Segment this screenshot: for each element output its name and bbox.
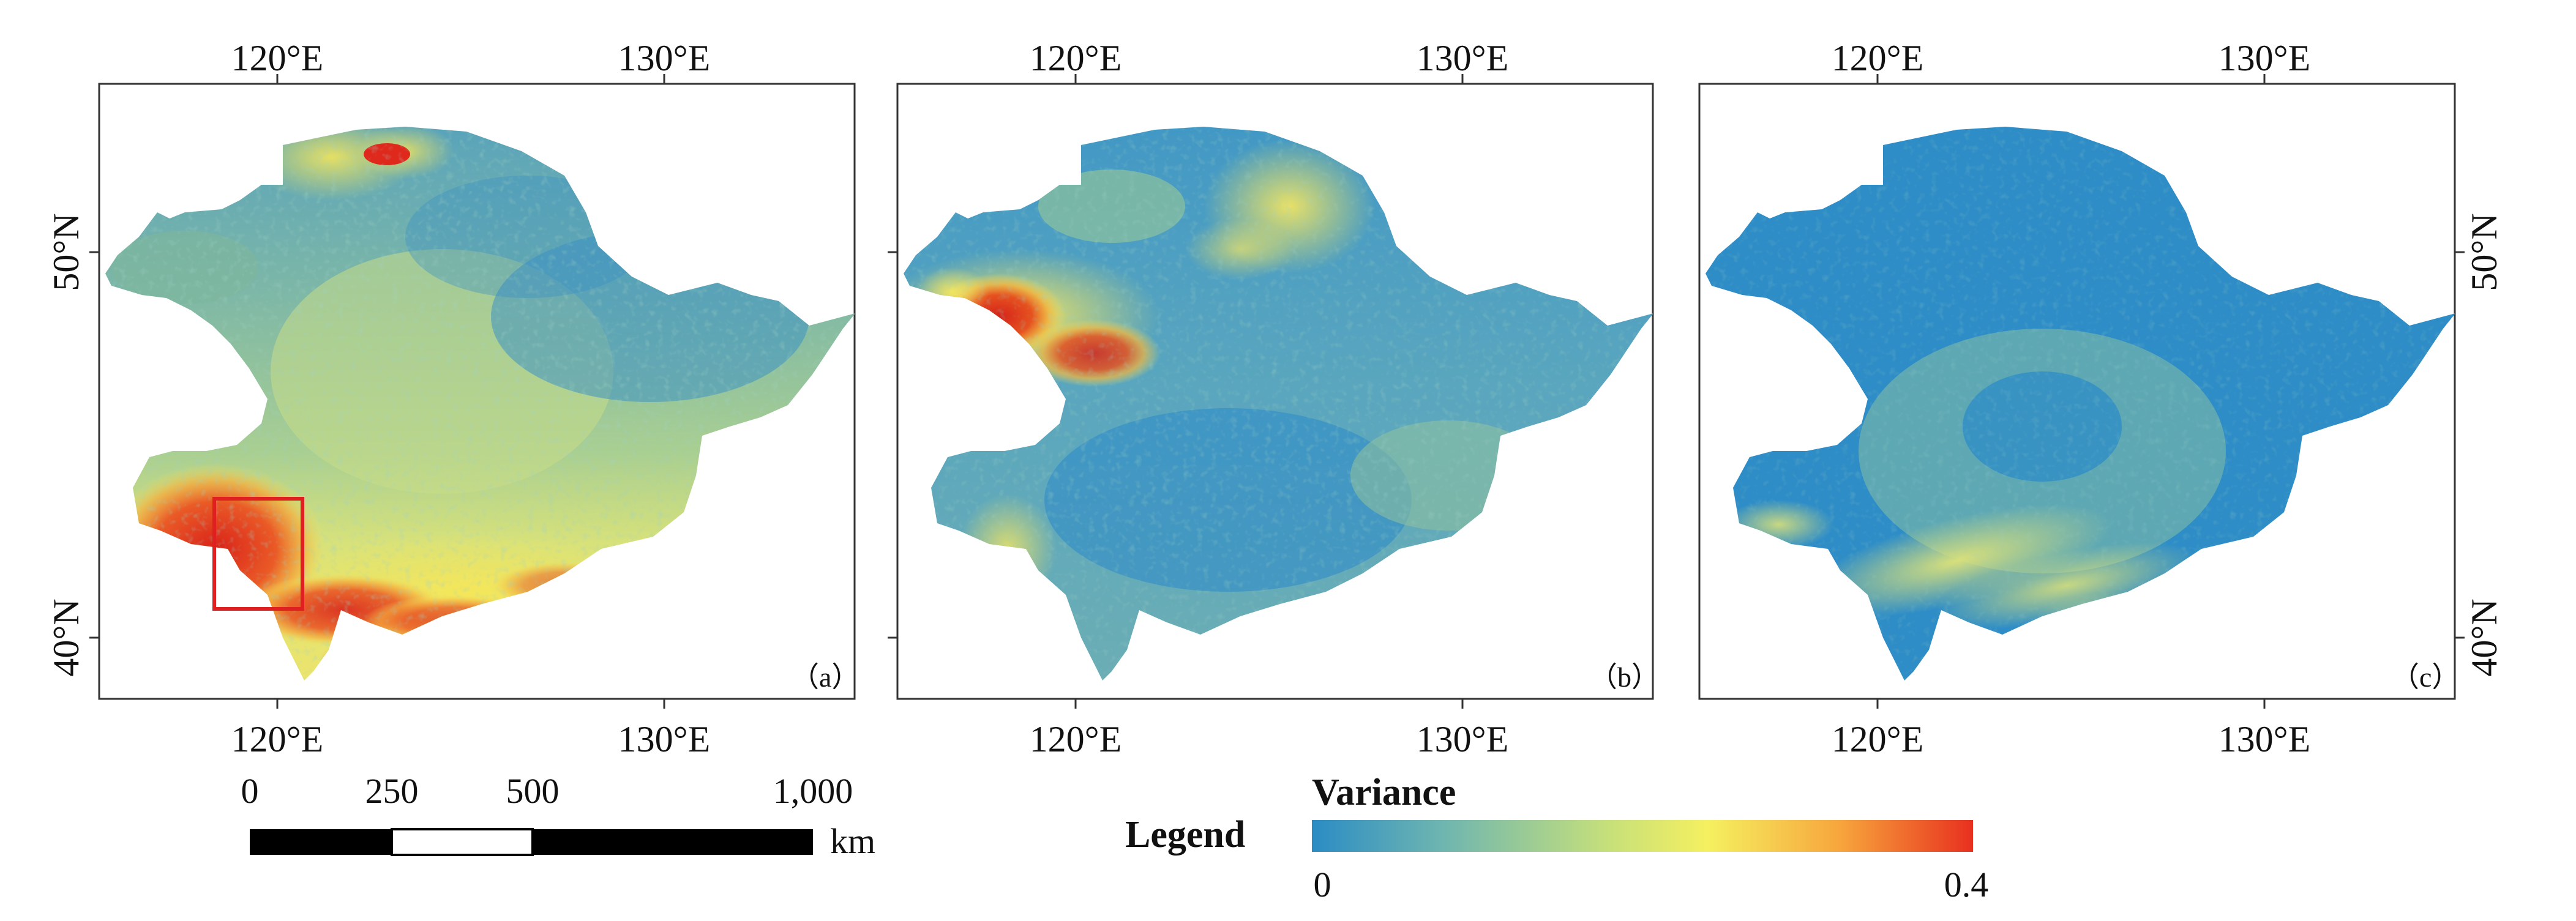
panel-b-bottom-tick-120e: 120°E <box>1030 719 1122 759</box>
panel-b-bottom-tick-130e: 130°E <box>1417 719 1509 759</box>
panel-c-top-tick-120e: 120°E <box>1832 38 1924 78</box>
panel-a-left-tick-40n: 40°N <box>46 598 86 676</box>
scale-segment-1 <box>250 829 392 855</box>
panel-a-top-tick-130e: 130°E <box>618 38 711 78</box>
panel-c-bottom-tick-120e: 120°E <box>1832 719 1924 759</box>
scale-segment-2 <box>391 828 534 856</box>
legend-min-label: 0 <box>1314 865 1331 904</box>
legend-title: Legend <box>1125 814 1245 856</box>
scale-tick-500: 500 <box>506 771 560 811</box>
panel-c: （c） <box>1698 74 2465 709</box>
panel-a-bottom-tick-120e: 120°E <box>231 719 324 759</box>
panel-a-bottom-tick-130e: 130°E <box>618 719 711 759</box>
scale-tick-250: 250 <box>365 771 419 811</box>
scale-unit: km <box>830 821 875 861</box>
panel-c-right-tick-40n: 40°N <box>2464 598 2504 676</box>
panel-b-label: （b） <box>1589 662 1660 693</box>
panel-b-top-tick-120e: 120°E <box>1030 38 1122 78</box>
panel-c-label: （c） <box>2391 662 2460 693</box>
panel-a: （a） <box>89 74 859 709</box>
panel-c-top-tick-130e: 130°E <box>2218 38 2311 78</box>
scale-tick-1000: 1,000 <box>773 771 853 811</box>
scale-segment-3 <box>533 829 813 855</box>
panel-a-left-tick-50n: 50°N <box>46 213 86 291</box>
panel-c-right-tick-50n: 50°N <box>2464 213 2504 291</box>
panel-a-top-tick-120e: 120°E <box>231 38 324 78</box>
panel-b: （b） <box>888 74 1660 709</box>
legend-max-label: 0.4 <box>1944 865 1989 904</box>
panel-c-bottom-tick-130e: 130°E <box>2218 719 2311 759</box>
legend-color-ramp <box>1312 820 1973 852</box>
scale-bar: 0 250 500 1,000 km <box>241 771 876 861</box>
panel-a-label: （a） <box>791 662 859 693</box>
legend-variable: Variance <box>1312 772 1456 813</box>
panel-b-top-tick-130e: 130°E <box>1417 38 1509 78</box>
legend: Legend Variance 0 0.4 <box>1125 772 1988 904</box>
panel-a-study-area-box <box>212 497 304 611</box>
scale-tick-0: 0 <box>241 771 259 811</box>
